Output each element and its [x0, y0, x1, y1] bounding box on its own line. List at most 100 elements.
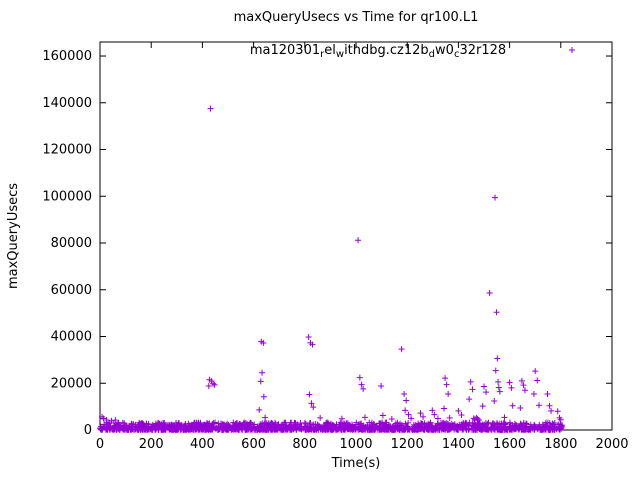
y-tick-label: 120000 — [42, 143, 92, 158]
noise-point — [196, 425, 203, 432]
noise-point — [477, 422, 484, 429]
noise-point — [126, 423, 133, 430]
noise-point — [98, 426, 105, 433]
noise-point — [238, 424, 245, 431]
noise-point — [206, 426, 213, 433]
tick-labels: 0 200 400 600 800 1000 1200 1400 1600 1800 2000020… — [42, 49, 628, 452]
data-point — [108, 417, 115, 424]
noise-point — [188, 422, 195, 429]
data-point — [260, 393, 267, 400]
noise-point — [358, 426, 365, 433]
legend-label-subscript: w — [336, 49, 344, 60]
data-point — [308, 400, 315, 407]
noise-point — [469, 426, 476, 433]
y-axis-label: maxQueryUsecs — [6, 183, 21, 289]
legend: ma120301relwithdbg.cz12bdw0c32r128 — [250, 43, 575, 60]
noise-point — [336, 424, 343, 431]
y-tick-label: 20000 — [51, 376, 92, 391]
noise-point — [211, 419, 218, 426]
x-tick-label: 1800 — [544, 437, 577, 452]
data-point — [486, 290, 493, 297]
noise-point — [502, 425, 509, 432]
noise-point — [556, 426, 563, 433]
noise-point — [419, 421, 426, 428]
data-point — [309, 341, 316, 348]
data-point — [402, 407, 409, 414]
noise-point — [410, 421, 417, 428]
data-point — [508, 384, 515, 391]
data-point — [401, 391, 408, 398]
noise-point — [99, 423, 106, 430]
data-point — [501, 414, 508, 421]
data-point — [434, 415, 441, 422]
data-point — [112, 417, 119, 424]
data-point — [518, 377, 525, 384]
noise-point — [412, 426, 419, 433]
noise-point — [500, 420, 507, 427]
noise-point — [414, 422, 421, 429]
noise-point — [383, 419, 390, 426]
noise-point — [434, 420, 441, 427]
data-point — [356, 374, 363, 381]
noise-point — [130, 421, 137, 428]
data-point — [495, 378, 502, 385]
noise-point — [319, 426, 326, 433]
noise-point — [160, 422, 167, 429]
noise-point — [129, 425, 136, 432]
noise-point — [376, 420, 383, 427]
noise-point — [485, 419, 492, 426]
data-point — [494, 355, 501, 362]
noise-point — [391, 426, 398, 433]
y-tick-label: 160000 — [42, 49, 92, 64]
noise-point — [274, 422, 281, 429]
noise-point — [547, 426, 554, 433]
noise-point — [516, 424, 523, 431]
noise-point — [237, 423, 244, 430]
noise-point — [439, 424, 446, 431]
noise-point — [510, 425, 517, 432]
noise-point — [265, 422, 272, 429]
y-tick-label: 0 — [84, 423, 92, 438]
noise-point — [490, 423, 497, 430]
data-point — [466, 396, 473, 403]
noise-point — [245, 425, 252, 432]
data-point — [441, 405, 448, 412]
data-point — [431, 411, 438, 418]
x-tick-label: 1600 — [493, 437, 526, 452]
noise-point — [402, 420, 409, 427]
data-point — [257, 378, 264, 385]
data-points — [97, 105, 565, 433]
noise-point — [314, 422, 321, 429]
data-point — [103, 416, 110, 423]
data-point — [455, 407, 462, 414]
y-tick-label: 140000 — [42, 96, 92, 111]
data-point — [338, 415, 345, 422]
noise-point — [302, 426, 309, 433]
noise-point — [311, 426, 318, 433]
data-point — [306, 391, 313, 398]
noise-point — [328, 426, 335, 433]
noise-point — [195, 419, 202, 426]
data-point — [554, 408, 561, 415]
noise-point — [154, 422, 161, 429]
data-point — [442, 375, 449, 382]
data-point — [530, 391, 537, 398]
data-point — [256, 406, 263, 413]
data-point — [205, 383, 212, 390]
data-point — [417, 410, 424, 417]
noise-point — [310, 421, 317, 428]
noise-point — [117, 424, 124, 431]
noise-point — [343, 420, 350, 427]
noise-point — [175, 420, 182, 427]
data-point — [403, 397, 410, 404]
noise-point — [476, 420, 483, 427]
data-point — [262, 414, 269, 421]
data-point — [481, 383, 487, 390]
noise-point — [159, 426, 166, 433]
data-point — [458, 412, 465, 419]
noise-point — [232, 424, 239, 431]
chart-title: maxQueryUsecs vs Time for qr100.L1 — [234, 10, 479, 25]
x-tick-label: 800 — [292, 437, 317, 452]
legend-label-text: ithdbg.cz12b — [344, 43, 429, 58]
data-point — [260, 340, 267, 347]
